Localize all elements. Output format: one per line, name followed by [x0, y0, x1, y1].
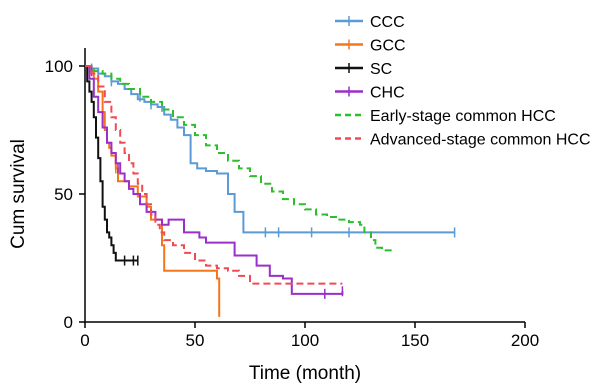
y-tick-label: 100 — [45, 57, 73, 76]
series-line-1 — [85, 65, 221, 317]
legend-label-0: CCC — [370, 14, 405, 31]
y-tick-label: 50 — [54, 185, 73, 204]
series-line-4 — [85, 65, 393, 252]
legend-label-5: Advanced-stage common HCC — [370, 132, 591, 149]
x-tick-label: 50 — [186, 331, 205, 350]
x-axis-title: Time (month) — [249, 363, 361, 384]
y-tick-label: 0 — [64, 313, 73, 332]
x-tick-label: 0 — [80, 331, 89, 350]
legend-label-1: GCC — [370, 38, 406, 55]
series-line-2 — [85, 65, 138, 262]
x-tick-label: 200 — [511, 331, 539, 350]
x-tick-label: 150 — [401, 331, 429, 350]
y-axis-title: Cum survival — [8, 139, 29, 249]
legend-label-3: CHC — [370, 85, 405, 102]
x-tick-label: 100 — [291, 331, 319, 350]
legend-label-4: Early-stage common HCC — [370, 108, 556, 125]
series-line-5 — [85, 65, 343, 285]
series-lines — [85, 63, 456, 317]
axes: 0 50 100 150 200 0 50 100 — [45, 48, 539, 350]
series-line-3 — [85, 65, 344, 295]
legend: CCC GCC SC CHC Early-stage common HCC Advance… — [335, 14, 591, 149]
series-line-0 — [85, 65, 455, 234]
legend-label-2: SC — [370, 61, 392, 78]
